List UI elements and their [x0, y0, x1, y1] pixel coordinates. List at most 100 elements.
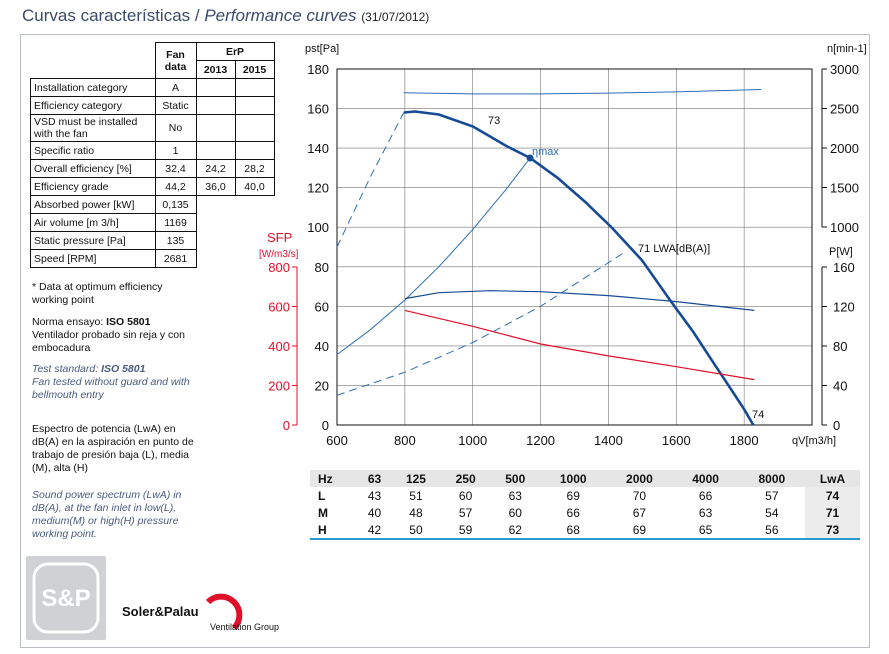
annotation: 74 [752, 409, 764, 421]
label-cell: Overall efficiency [%] [30, 159, 156, 178]
note: * Data at optimum efficiency working poi… [32, 281, 163, 306]
cell: 125 [391, 470, 441, 487]
x-tick-label: 1800 [730, 433, 759, 448]
x-tick-label: 600 [326, 433, 348, 448]
title: Curvas características / Performance cur… [22, 6, 429, 26]
cell: 73 [805, 521, 860, 540]
tick-label: 40 [833, 379, 847, 394]
cell: 65 [672, 521, 739, 540]
cell: Hz [310, 470, 358, 487]
tick-label: 1000 [830, 220, 859, 235]
cell: 4000 [672, 470, 739, 487]
cell: 66 [566, 505, 580, 520]
tick-label: 2500 [830, 102, 859, 117]
cell: 60 [458, 488, 473, 503]
tick-label: 120 [833, 300, 855, 315]
cell: 1000 [540, 470, 607, 487]
cell: 48 [409, 505, 423, 520]
cell: M [318, 505, 328, 520]
cell: 70 [632, 488, 647, 503]
cell: 50 [391, 521, 441, 540]
row: Speed [RPM] 2681 [30, 249, 275, 268]
tick-label: 0 [833, 418, 840, 433]
curve [336, 157, 531, 356]
note: Norma ensayo: [32, 316, 104, 328]
note: ISO 5801 [106, 316, 151, 328]
cell: 71 [805, 504, 860, 521]
note: Espectro de potencia (LwA) en dB(A) en l… [32, 423, 194, 474]
label-cell: Efficiency category [30, 96, 156, 115]
cell: 69 [606, 521, 673, 540]
cell: 63 [698, 505, 713, 520]
cell: 42 [358, 521, 392, 540]
label-cell: VSD must be installed with the fan [30, 114, 156, 142]
cell [234, 114, 275, 142]
tick-label: 2000 [830, 141, 859, 156]
cell: L [318, 488, 326, 503]
tick-label: 0 [283, 418, 290, 433]
row: L 43 51 60 63 69 70 66 57 74 [310, 487, 860, 504]
cell: 68 [540, 521, 607, 540]
curve [403, 110, 755, 426]
row: Air volume [m 3/h] 1169 [30, 213, 275, 232]
curve [404, 290, 755, 311]
group: Ventilation Group [210, 622, 279, 632]
label-cell: Speed [RPM] [30, 249, 156, 268]
value-cell: No [154, 114, 197, 142]
row: Overall efficiency [%] 32,4 24,2 28,2 [30, 159, 275, 178]
plot-frame [336, 68, 813, 426]
curve [336, 112, 405, 248]
y-tick-label: 120 [307, 181, 329, 196]
cell: 8000 [738, 470, 805, 487]
curve [404, 309, 755, 381]
tick-label: 160 [833, 260, 855, 275]
axis-title: qV[m3/h] [792, 435, 836, 447]
value-cell: 40,0 [234, 177, 275, 196]
cell [195, 114, 236, 142]
tick-label: 3000 [830, 62, 859, 77]
curve [403, 89, 762, 95]
axis-title: P[W] [829, 246, 853, 258]
annotation: ηmax [532, 146, 559, 158]
frame [20, 34, 870, 648]
value-cell: 44,2 [154, 177, 197, 196]
cell: 62 [490, 521, 541, 540]
tick-label: 200 [268, 379, 290, 394]
annotation: 73 [488, 115, 500, 127]
y-tick-label: 40 [315, 339, 329, 354]
row: Absorbed power [kW] 0,135 [30, 195, 275, 214]
cell: 57 [458, 505, 473, 520]
row: Efficiency category Static [30, 96, 275, 115]
value-cell: 36,0 [195, 177, 236, 196]
value-cell: 135 [154, 231, 197, 250]
cell: 69 [566, 488, 580, 503]
title-en: Performance curves [204, 6, 357, 25]
value-cell: 0,135 [154, 195, 197, 214]
cell: 43 [367, 488, 382, 503]
cell: 2000 [606, 470, 673, 487]
row: Hz 63 125 250 500 1000 2000 4000 8000 LwA [310, 470, 860, 487]
cell: 59 [440, 521, 491, 540]
x-tick-label: 1400 [594, 433, 623, 448]
axis-title: SFP [267, 230, 292, 245]
y-tick-label: 20 [315, 378, 329, 393]
y-tick-label: 0 [322, 418, 329, 433]
row: Specific ratio 1 [30, 141, 275, 160]
title-es: Curvas características / [22, 6, 205, 25]
y-tick-label: 140 [307, 141, 329, 156]
header-cell: Fan data [154, 42, 197, 79]
tick-label: 800 [268, 260, 290, 275]
cell: LwA [805, 470, 860, 487]
y-tick-label: 100 [307, 220, 329, 235]
note: Test standard: ISO 5801 Fan tested withou… [32, 363, 197, 402]
row: H 42 50 59 62 68 69 65 56 73 [310, 521, 860, 540]
tick-label: 600 [268, 300, 290, 315]
y-tick-label: 60 [315, 299, 329, 314]
cell: H [310, 521, 358, 540]
axis-title: [W/m3/s] [259, 249, 299, 260]
cell: 63 [508, 488, 522, 503]
row: VSD must be installed with the fan No [30, 114, 275, 142]
tick-label: 80 [833, 339, 847, 354]
cell: 60 [508, 505, 522, 520]
cell: 66 [698, 488, 713, 503]
